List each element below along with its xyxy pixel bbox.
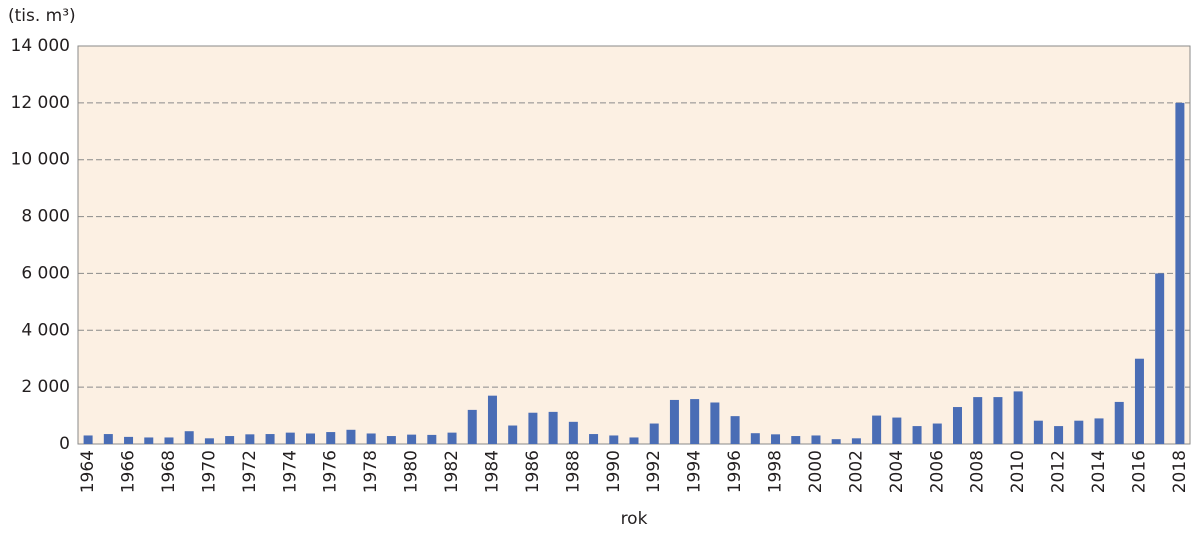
x-tick-label: 1966 — [119, 450, 139, 493]
bar — [932, 423, 942, 444]
bar — [548, 411, 558, 444]
bar — [447, 432, 457, 444]
x-tick-label: 1984 — [482, 450, 502, 493]
bar — [730, 416, 740, 444]
bar — [710, 402, 720, 444]
bar — [124, 436, 134, 444]
x-tick-label: 2014 — [1089, 450, 1109, 493]
x-tick-label: 2002 — [846, 450, 866, 493]
bar — [467, 409, 477, 444]
x-tick-label: 1982 — [442, 450, 462, 493]
x-tick-label: 1964 — [78, 450, 98, 493]
x-tick-label: 2004 — [887, 450, 907, 493]
bar — [912, 426, 922, 444]
x-tick-label: 2018 — [1170, 450, 1190, 493]
x-tick-label: 2012 — [1049, 450, 1069, 493]
x-tick-label: 1970 — [199, 450, 219, 493]
bar — [245, 434, 255, 444]
bar — [326, 432, 336, 444]
y-tick-label: 6 000 — [21, 263, 70, 283]
y-tick-label: 2 000 — [21, 377, 70, 397]
bar — [811, 435, 821, 444]
x-tick-label: 1972 — [240, 450, 260, 493]
x-tick-label: 1976 — [321, 450, 341, 493]
bar — [750, 433, 760, 444]
bar — [225, 436, 235, 444]
x-tick-label: 1980 — [402, 450, 422, 493]
x-tick-label: 2000 — [806, 450, 826, 493]
bar — [649, 423, 659, 444]
bar — [1094, 418, 1104, 444]
bar — [1054, 426, 1064, 444]
y-tick-label: 12 000 — [11, 93, 70, 113]
bar — [1134, 358, 1144, 444]
x-axis-label: rok — [621, 509, 648, 529]
bar — [993, 397, 1003, 444]
bar — [386, 436, 396, 444]
x-tick-label: 1992 — [644, 450, 664, 493]
y-tick-label: 8 000 — [21, 207, 70, 227]
y-tick-label: 14 000 — [11, 36, 70, 56]
bar — [427, 434, 437, 444]
x-tick-label: 1978 — [361, 450, 381, 493]
x-tick-label: 1990 — [604, 450, 624, 493]
x-tick-label: 1994 — [685, 450, 705, 493]
bar — [487, 395, 497, 444]
bar — [690, 399, 700, 444]
y-axis-label: (tis. m³) — [8, 6, 76, 26]
y-tick-label: 4 000 — [21, 320, 70, 340]
bar — [771, 434, 781, 444]
bar — [164, 437, 174, 444]
bar — [306, 433, 316, 444]
bar — [1114, 401, 1124, 444]
bar — [609, 435, 619, 444]
bar — [973, 397, 983, 444]
bar — [508, 425, 518, 444]
bar — [184, 431, 194, 444]
bar — [1033, 420, 1043, 444]
bar — [1175, 102, 1185, 444]
bar — [1155, 273, 1165, 444]
bar — [285, 432, 295, 444]
x-tick-label: 2010 — [1008, 450, 1028, 493]
y-tick-label: 0 — [59, 434, 70, 454]
bar — [1074, 420, 1084, 444]
bar — [629, 437, 639, 444]
y-tick-label: 10 000 — [11, 150, 70, 170]
bar — [366, 433, 376, 444]
bar — [528, 412, 538, 444]
x-tick-label: 1986 — [523, 450, 543, 493]
bar — [851, 438, 861, 444]
bar — [872, 415, 882, 444]
x-tick-label: 1996 — [725, 450, 745, 493]
bar — [83, 435, 93, 444]
bar — [831, 439, 841, 444]
bar — [103, 434, 113, 444]
bar — [791, 436, 801, 444]
bar — [669, 399, 679, 444]
bar — [1013, 391, 1023, 444]
x-tick-label: 1998 — [766, 450, 786, 493]
bar — [346, 429, 356, 444]
x-tick-label: 2008 — [968, 450, 988, 493]
bar — [204, 438, 214, 444]
x-tick-label: 2016 — [1129, 450, 1149, 493]
bar — [407, 434, 417, 444]
plot-area — [77, 45, 1191, 445]
x-tick-label: 1968 — [159, 450, 179, 493]
x-tick-label: 1974 — [280, 450, 300, 493]
bar — [144, 437, 154, 444]
x-tick-label: 2006 — [927, 450, 947, 493]
bar — [265, 434, 275, 444]
bar — [952, 407, 962, 444]
bar — [568, 421, 578, 444]
bar — [589, 434, 599, 444]
x-tick-label: 1988 — [563, 450, 583, 493]
bar — [892, 417, 902, 444]
